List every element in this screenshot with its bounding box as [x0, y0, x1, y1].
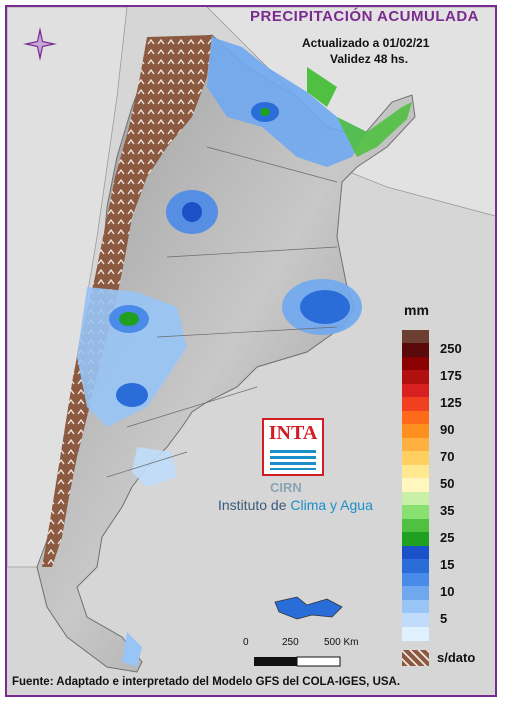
legend-swatch — [402, 532, 429, 547]
legend-swatch — [402, 518, 429, 533]
malvinas-islands — [274, 596, 343, 620]
compass-rose-icon — [23, 27, 57, 61]
legend-swatch — [402, 586, 429, 601]
institute-highlight: Clima y Agua — [290, 497, 373, 513]
legend-tick-label: 90 — [440, 422, 455, 438]
legend-tick-label: 35 — [440, 503, 455, 519]
precip-northeast-green — [337, 102, 412, 157]
inta-logo-text: INTA — [268, 422, 318, 444]
inta-logo-waves-icon — [270, 450, 316, 470]
legend-tick-label: 25 — [440, 530, 455, 546]
scale-label-0: 0 — [243, 637, 249, 648]
legend-swatch — [402, 464, 429, 479]
legend-swatch — [402, 613, 429, 628]
institute-prefix: Instituto de — [218, 497, 291, 513]
legend-swatch — [402, 451, 429, 466]
legend-tick-label: 5 — [440, 611, 448, 627]
legend-swatch — [402, 356, 429, 371]
legend-nodata-label: s/dato — [437, 650, 476, 665]
precip-central — [77, 287, 187, 427]
legend-swatch — [402, 559, 429, 574]
legend-swatch — [402, 410, 429, 425]
legend-swatch — [402, 437, 429, 452]
andes-nodata-region — [42, 35, 212, 567]
legend-swatch — [402, 343, 429, 358]
scale-label-250: 250 — [282, 637, 299, 648]
legend-tick-label: 15 — [440, 557, 455, 573]
legend-tick-label: 250 — [440, 341, 462, 357]
legend-swatch — [402, 572, 429, 587]
legend-swatch — [402, 491, 429, 506]
legend-tick-label: 10 — [440, 584, 455, 600]
cirn-label: CIRN — [270, 480, 302, 495]
legend-tick-label: 50 — [440, 476, 455, 492]
source-footer: Fuente: Adaptado e interpretado del Mode… — [12, 676, 401, 688]
legend-swatch — [402, 383, 429, 398]
legend-unit: mm — [404, 302, 429, 318]
legend-swatch — [402, 370, 429, 385]
legend-nodata-swatch — [402, 650, 429, 666]
legend-swatch — [402, 626, 429, 641]
inta-logo: INTA — [262, 418, 324, 476]
legend-swatch — [402, 599, 429, 614]
precipitation-map — [7, 7, 495, 695]
map-frame — [5, 5, 497, 697]
legend-swatch — [402, 424, 429, 439]
scale-label-500: 500 Km — [324, 637, 359, 648]
legend-swatch — [402, 505, 429, 520]
validity-text: Validez 48 hs. — [330, 52, 409, 66]
legend-tick-label: 125 — [440, 395, 462, 411]
institute-name: Instituto de Clima y Agua — [218, 497, 373, 513]
legend-swatch — [402, 330, 429, 344]
map-title: PRECIPITACIÓN ACUMULADA — [250, 8, 479, 25]
legend-swatch — [402, 397, 429, 412]
legend-swatch — [402, 545, 429, 560]
legend-swatch — [402, 478, 429, 493]
precip-north — [207, 37, 367, 167]
legend-tick-label: 70 — [440, 449, 455, 465]
update-date: Actualizado a 01/02/21 — [302, 36, 430, 50]
legend-tick-label: 175 — [440, 368, 462, 384]
